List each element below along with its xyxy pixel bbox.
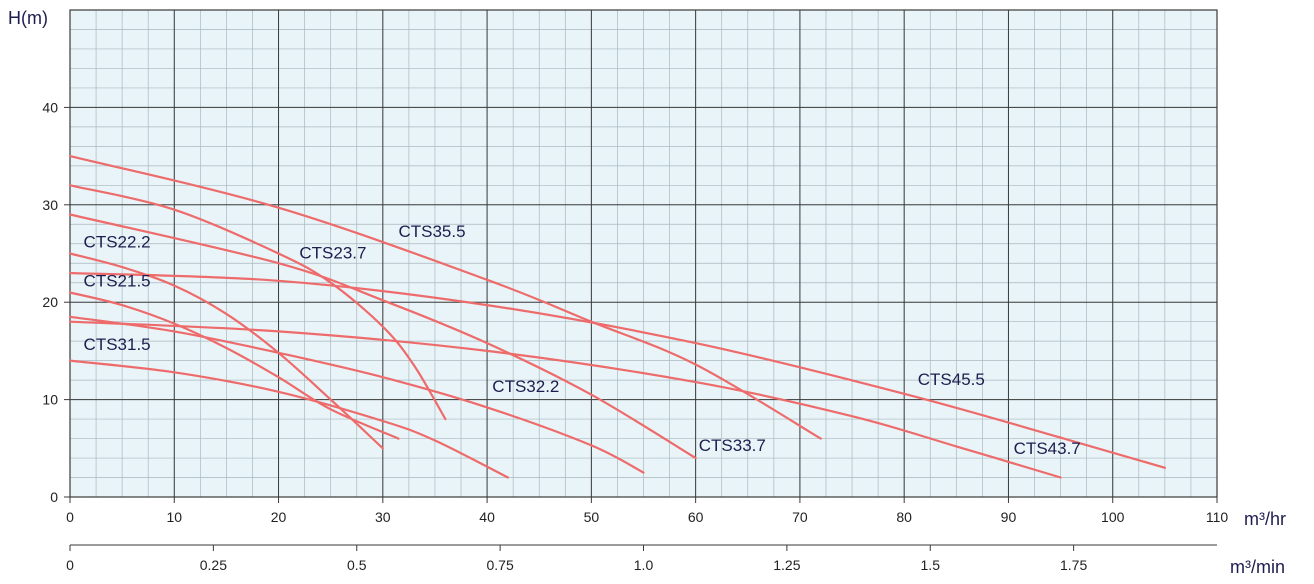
curve-label-cts35-5: CTS35.5: [398, 222, 465, 241]
x2-tick-label: 0.75: [487, 557, 514, 573]
curve-label-cts43-7: CTS43.7: [1014, 439, 1081, 458]
x-tick-label: 110: [1206, 509, 1229, 525]
curve-label-cts22-2: CTS22.2: [84, 233, 151, 252]
x2-tick-label: 0.5: [347, 557, 367, 573]
curve-cts43-7: [68, 320, 1062, 479]
x-tick-label: 50: [584, 509, 600, 525]
curve-label-cts33-7: CTS33.7: [699, 436, 766, 455]
y-axis-title: H(m): [8, 8, 48, 28]
curve-label-cts45-5: CTS45.5: [918, 370, 985, 389]
x2-tick-label: 1.0: [634, 557, 654, 573]
x-tick-label: 90: [1001, 509, 1017, 525]
curve-label-cts21-5: CTS21.5: [84, 272, 151, 291]
curve-cts35-5: [68, 155, 822, 440]
y-tick-label: 30: [42, 197, 58, 213]
pump-curves: [68, 155, 1166, 479]
curve-label-cts32-2: CTS32.2: [492, 377, 559, 396]
secondary-x-axis: 0 0.25 0.5 0.75 1.0 1.25 1.5 1.75: [66, 544, 1217, 573]
x-tick-label: 0: [66, 509, 74, 525]
x2-tick-label: 1.75: [1060, 557, 1087, 573]
x2-tick-label: 1.5: [921, 557, 941, 573]
x2-tick-label: 0: [66, 557, 74, 573]
y-tick-label: 40: [42, 99, 58, 115]
y-axis-ticks: 0 10 20 30 40: [42, 99, 70, 505]
curve-cts33-7: [68, 213, 697, 460]
curve-cts21-5: [68, 291, 400, 440]
curve-label-cts23-7: CTS23.7: [299, 243, 366, 262]
x-axis-title: m³/hr: [1244, 509, 1286, 529]
curve-cts22-2: [68, 252, 384, 450]
x2-tick-label: 1.25: [773, 557, 800, 573]
curve-cts32-2: [68, 315, 645, 474]
curve-labels: CTS22.2 CTS23.7 CTS35.5 CTS21.5 CTS31.5 CTS32…: [84, 222, 1081, 458]
x-tick-label: 20: [271, 509, 287, 525]
y-tick-label: 20: [42, 294, 58, 310]
curve-cts45-5: [68, 271, 1166, 469]
x-axis-ticks: 0 10 20 30 40 50 60 70 80 90 100 110: [66, 497, 1228, 525]
y-tick-label: 10: [42, 392, 58, 408]
secondary-x-axis-title: m³/min: [1230, 557, 1285, 577]
x-tick-label: 40: [479, 509, 495, 525]
x2-tick-label: 0.25: [200, 557, 227, 573]
curve-label-cts31-5: CTS31.5: [84, 335, 151, 354]
curve-cts31-5: [68, 359, 509, 479]
x-tick-label: 10: [166, 509, 182, 525]
x-tick-label: 100: [1101, 509, 1125, 525]
x-tick-label: 60: [688, 509, 704, 525]
x-tick-label: 80: [896, 509, 912, 525]
x-tick-label: 70: [792, 509, 808, 525]
y-tick-label: 0: [50, 489, 58, 505]
x-tick-label: 30: [375, 509, 391, 525]
